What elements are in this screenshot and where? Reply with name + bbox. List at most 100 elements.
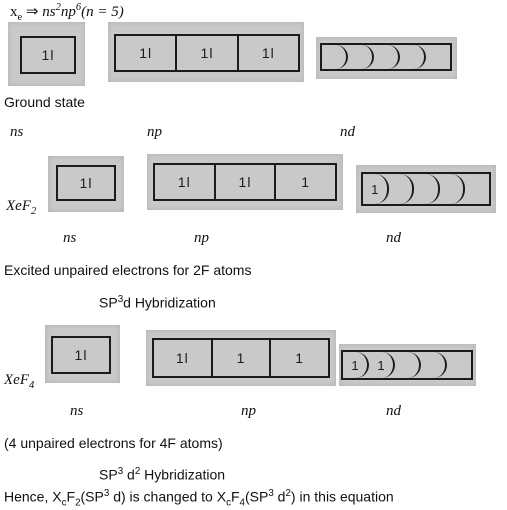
xef2-label-np: np	[194, 230, 209, 246]
conclusion-f2-sub: 2	[75, 497, 81, 509]
xef4-d-cell-1: 1	[343, 352, 369, 378]
xef4-d-cell-2: 1	[369, 352, 395, 378]
formula-xe-sub: e	[17, 12, 23, 23]
xef4-p-orbital: 1l 1 1	[152, 338, 330, 378]
xef4-s-cell: 1l	[74, 347, 88, 363]
xef2-hybrid-sup: 3	[117, 294, 124, 305]
xef2-hybrid-prefix: SP	[99, 294, 118, 311]
xef4-d-orbital: 1 1	[341, 350, 473, 380]
xef2-d-cell-5	[465, 174, 489, 204]
conclusion-f4-sup2: 2	[285, 488, 291, 499]
xef2-p-orbital: 1l 1l 1	[153, 163, 337, 201]
xef4-note: (4 unpaired electrons for 4F atoms)	[4, 435, 223, 451]
xef4-molecule: XeF4	[4, 372, 34, 391]
ground-d-orbital	[320, 43, 452, 71]
formula-xe: x	[10, 4, 18, 20]
xef4-hybrid-prefix: SP	[99, 466, 118, 483]
conclusion-f4-sup: 3	[268, 488, 274, 499]
xef4-d-photo: 1 1	[339, 344, 476, 386]
header-formula: xe ⇒ ns2np6(n = 5)	[10, 2, 124, 23]
conclusion-f4: F	[230, 488, 240, 505]
ground-d-cell-3	[374, 45, 400, 69]
xef2-molecule: XeF2	[6, 198, 36, 217]
conclusion-f2: F	[66, 488, 76, 505]
ground-p-cell-1: 1l	[116, 36, 178, 70]
xef4-d-cell-4	[421, 352, 447, 378]
xef2-p-photo: 1l 1l 1	[147, 154, 343, 210]
conclusion-tail: in this equation	[295, 488, 394, 505]
xef4-hybrid-sup2: 2	[134, 466, 141, 477]
conclusion-lead: Hence, X	[4, 488, 62, 505]
xef2-d-cell-4	[440, 174, 466, 204]
xef4-label-np: np	[241, 403, 256, 419]
xef2-d-cell-1: 1	[363, 174, 389, 204]
ground-d-cell-1	[322, 45, 348, 69]
formula-arrow: ⇒	[25, 4, 39, 20]
ground-d-photo	[316, 37, 457, 79]
xef4-hybrid-mid: d	[123, 466, 135, 483]
xef2-s-photo: 1l	[48, 156, 124, 212]
xef4-d-cell-3	[395, 352, 421, 378]
conclusion-mid-sub: c	[226, 497, 231, 509]
xef4-p-cell-1: 1l	[154, 340, 213, 376]
ground-d-cell-5	[426, 45, 450, 69]
conclusion-f2-paren: (SP	[80, 488, 104, 505]
xef4-p-photo: 1l 1 1	[146, 330, 336, 386]
xef4-hybridization: SP3 d2 Hybridization	[99, 466, 225, 483]
conclusion-f4-paren: (SP	[244, 488, 269, 505]
xef4-label-nd: nd	[386, 403, 401, 419]
xef4-label-ns: ns	[70, 403, 84, 419]
ground-p-cell-3: 1l	[261, 45, 275, 61]
xef2-d-photo: 1	[356, 165, 496, 213]
ground-label-np: np	[147, 124, 162, 140]
conclusion-middle: is changed to X	[125, 488, 227, 505]
xef2-label-nd: nd	[386, 230, 401, 246]
xef2-d-orbital: 1	[361, 172, 491, 206]
conclusion-f2-sup: 3	[103, 488, 110, 499]
xef4-hybrid-suffix: Hybridization	[140, 466, 226, 483]
xef4-hybrid-sup: 3	[117, 466, 124, 477]
ground-label-ns: ns	[10, 124, 24, 140]
xef4-p-cell-2: 1	[213, 340, 272, 376]
formula-np-sup: 6	[75, 2, 82, 13]
xef2-p-cell-3: 1	[301, 174, 311, 190]
ground-s-photo: 1l	[8, 22, 85, 86]
conclusion-f2-end: d)	[109, 488, 126, 505]
xef2-s-orbital: 1l	[56, 165, 116, 201]
xef4-s-orbital: 1l	[51, 336, 111, 374]
formula-np: np	[60, 4, 76, 20]
xef2-d-cell-2	[389, 174, 415, 204]
ground-state-label: Ground state	[4, 94, 85, 110]
conclusion-f4-sub: 4	[239, 497, 245, 509]
xef2-p-cell-2: 1l	[216, 165, 277, 199]
xef4-d-cell-5	[447, 352, 471, 378]
conclusion-line: Hence, XcF2(SP3 d) is changed to XcF4(SP…	[4, 488, 394, 508]
ground-p-cell-2: 1l	[177, 36, 239, 70]
ground-p-orbital: 1l 1l 1l	[114, 34, 300, 72]
ground-s-cell: 1l	[41, 47, 55, 63]
xef2-d-cell-3	[414, 174, 440, 204]
xef4-p-cell-3: 1	[295, 350, 305, 366]
xef2-molecule-text: XeF	[6, 198, 31, 214]
xef4-molecule-sub: 4	[28, 380, 35, 391]
xef4-s-photo: 1l	[45, 325, 120, 383]
xef2-molecule-sub: 2	[30, 206, 37, 217]
conclusion-f4-end: )	[290, 488, 296, 505]
formula-ns-sup: 2	[55, 2, 61, 13]
ground-p-photo: 1l 1l 1l	[108, 22, 304, 82]
xef2-s-cell: 1l	[79, 175, 93, 191]
formula-ns: ns	[42, 4, 56, 20]
ground-d-cell-4	[400, 45, 426, 69]
ground-s-orbital: 1l	[20, 36, 76, 74]
formula-n: (n = 5)	[81, 4, 124, 20]
xef2-label-ns: ns	[63, 230, 77, 246]
xef2-note: Excited unpaired electrons for 2F atoms	[4, 262, 252, 278]
xef2-p-cell-1: 1l	[155, 165, 216, 199]
xef4-molecule-text: XeF	[4, 372, 29, 388]
ground-d-cell-2	[348, 45, 374, 69]
xef2-hybrid-suffix: d Hybridization	[123, 294, 216, 311]
conclusion-lead-sub: c	[61, 497, 67, 509]
conclusion-f4-mid: d	[273, 488, 286, 505]
xef2-hybridization: SP3d Hybridization	[99, 294, 216, 311]
ground-label-nd: nd	[340, 124, 355, 140]
